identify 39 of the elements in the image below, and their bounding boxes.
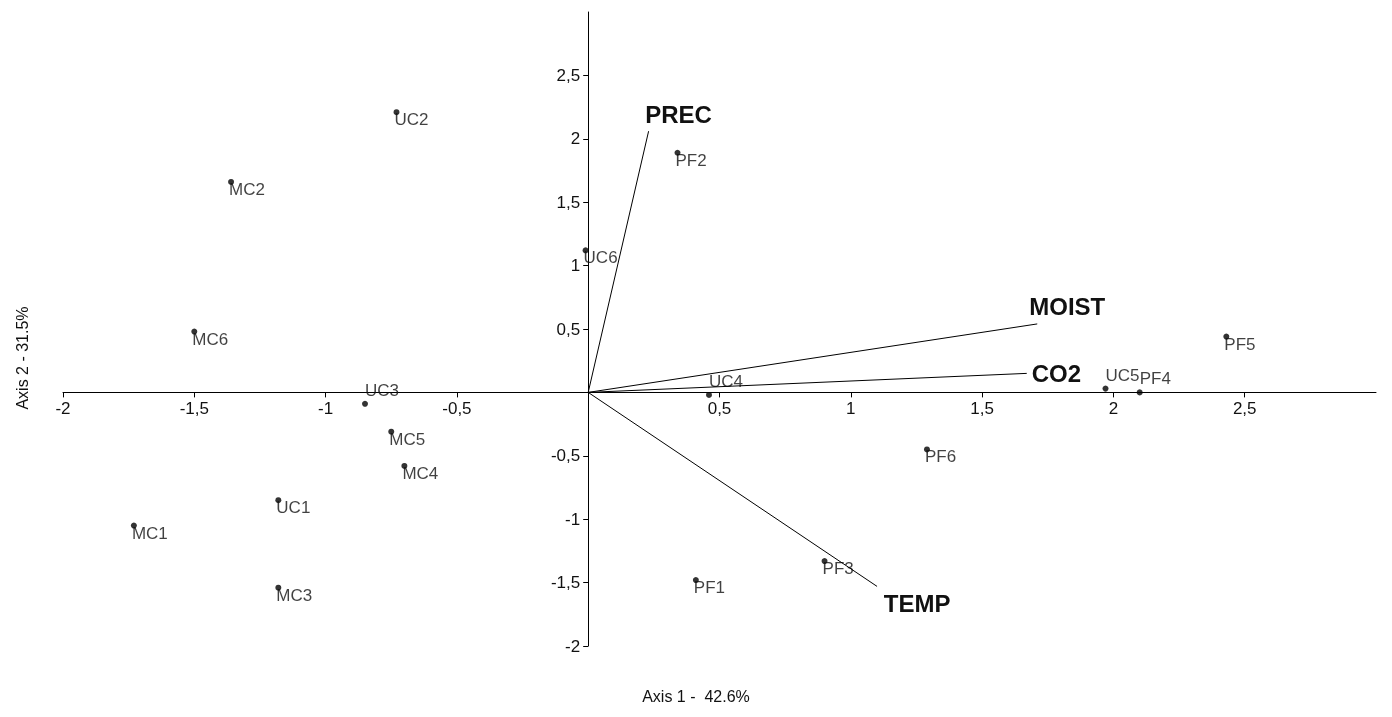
data-label: MC3 (276, 585, 313, 605)
y-tick-label: 2 (570, 129, 581, 149)
data-label: PF3 (822, 559, 854, 579)
data-label: PF4 (1139, 369, 1171, 389)
x-tick-label: 0,5 (707, 399, 732, 419)
data-label: PF5 (1224, 334, 1256, 354)
y-tick-label: -1,5 (550, 573, 581, 593)
x-axis-title: Axis 1 - 42.6% (642, 687, 750, 705)
x-tick-label: -0,5 (442, 399, 472, 419)
y-tick-label: 1,5 (556, 192, 581, 212)
data-label: MC5 (389, 429, 426, 449)
x-tick-label: -1 (318, 399, 334, 419)
data-label: UC5 (1105, 365, 1140, 385)
y-axis-title: Axis 2 - 31.5% (13, 306, 31, 410)
data-label: PF1 (693, 578, 726, 598)
data-label: MC1 (131, 523, 168, 543)
x-tick-label: 2,5 (1232, 399, 1257, 419)
data-label: PF2 (675, 150, 707, 170)
series-label: CO2 (1031, 359, 1082, 387)
y-tick-label: 0,5 (556, 319, 581, 339)
data-label: UC2 (394, 110, 429, 130)
x-tick-label: -2 (55, 399, 71, 419)
data-label: MC2 (229, 179, 265, 199)
data-label: UC1 (276, 498, 311, 518)
series-label: MOIST (1029, 293, 1106, 321)
x-tick-label: -1,5 (179, 399, 209, 419)
y-tick-label: -0,5 (550, 446, 581, 466)
x-tick-label: 1,5 (970, 399, 994, 419)
y-tick-label: 1 (570, 256, 581, 276)
y-tick-label: 2,5 (556, 65, 581, 85)
y-tick-label: -1 (565, 509, 581, 529)
data-label: MC6 (192, 329, 229, 349)
series-label: TEMP (883, 589, 951, 617)
x-tick-label: 1 (846, 399, 856, 419)
data-label: PF6 (924, 447, 957, 467)
y-tick-label: -2 (565, 636, 581, 656)
x-tick-label: 2 (1108, 399, 1119, 419)
series-label: PREC (645, 100, 712, 128)
data-label: MC4 (402, 463, 439, 483)
